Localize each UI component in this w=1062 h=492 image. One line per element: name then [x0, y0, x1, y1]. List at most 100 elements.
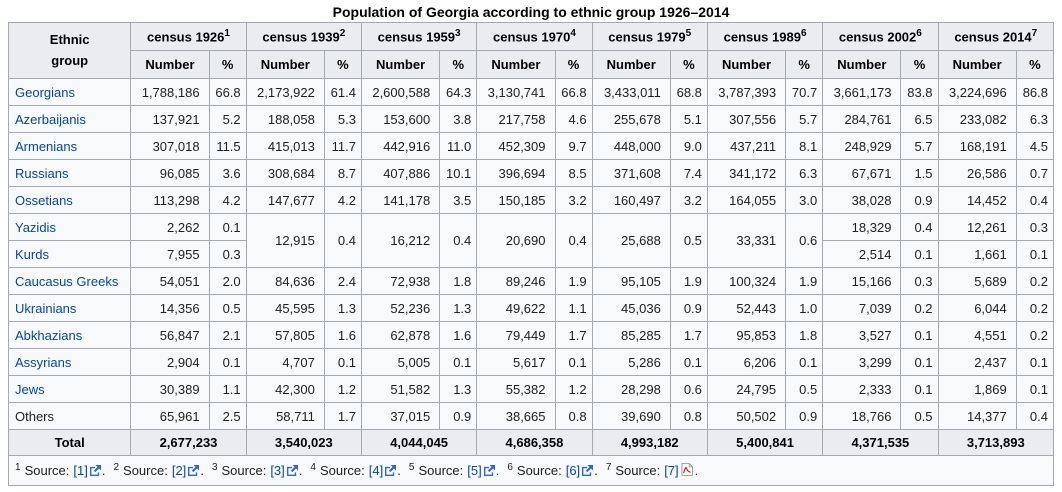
population-percent-cell: 1.3	[439, 294, 478, 322]
ethnic-group-link[interactable]: Yazidis	[15, 219, 56, 235]
ethnic-group-column-header: Ethnic group	[7, 22, 132, 79]
table-row: Yazidis 2,262 0.1 12,915 0.4 16,212 0.4 20,690 0…	[7, 213, 1055, 268]
population-percent-cell: 0.8	[669, 402, 708, 430]
source-link[interactable]: [7]	[664, 463, 679, 479]
source-link[interactable]: [1]	[73, 463, 88, 479]
population-number-cell: 2,600,588	[360, 78, 441, 106]
population-number-cell: 26,586	[937, 159, 1017, 187]
population-percent-cell: 4.2	[208, 186, 247, 214]
population-number-cell: 248,929	[822, 132, 902, 160]
ethnic-group-link[interactable]: Georgians	[15, 84, 75, 100]
population-percent-cell: 70.7	[785, 78, 824, 106]
population-percent-cell: 0.2	[1015, 294, 1055, 322]
population-number-cell: 164,055	[706, 186, 787, 214]
source-label: Source:	[123, 463, 168, 479]
table-row: Assyrians 2,904 0.1 4,707 0.1 5,005 0.1 5,617 0.…	[7, 348, 1055, 376]
population-percent-cell: 1.5	[900, 159, 939, 187]
source-period: .	[495, 463, 500, 479]
population-number-cell: 49,622	[476, 294, 556, 322]
population-percent-cell: 0.1	[900, 348, 939, 376]
number-column-header: Number	[360, 50, 441, 79]
ethnic-group-link[interactable]: Jews	[15, 381, 45, 397]
ethnic-group-link[interactable]: Assyrians	[15, 354, 72, 370]
population-number-cell: 96,085	[130, 159, 210, 187]
population-number-cell: 4,551	[937, 321, 1017, 349]
population-number-cell: 2,904	[130, 348, 210, 376]
source-link[interactable]: [2]	[171, 463, 187, 479]
ethnic-group-label: Others	[15, 408, 55, 424]
population-number-cell: 85,285	[591, 321, 671, 349]
population-percent-cell: 0.3	[1015, 213, 1055, 241]
ethnic-group-link[interactable]: Armenians	[15, 138, 78, 154]
population-number-cell: 396,694	[476, 159, 556, 187]
source-link[interactable]: [3]	[270, 463, 285, 479]
external-link-icon	[582, 464, 594, 479]
population-percent-cell: 0.1	[439, 348, 478, 376]
population-number-cell: 415,013	[245, 132, 325, 160]
source-footnote-marker: 1	[15, 461, 21, 473]
ethnic-group-link[interactable]: Caucasus Greeks	[15, 273, 119, 289]
source-link[interactable]: [6]	[565, 463, 581, 479]
table-body: Georgians 1,788,186 66.8 2,173,922 61.4 2,600…	[7, 78, 1055, 430]
population-percent-cell: 0.1	[323, 348, 362, 376]
population-number-cell: 1,869	[937, 375, 1017, 403]
ethnic-group-cell: Jews	[7, 375, 132, 403]
population-percent-cell: 3.6	[208, 159, 247, 187]
census-label: census 1970	[492, 29, 571, 45]
census-footnote-marker: 7	[1031, 28, 1038, 40]
total-value-cell: 2,677,233	[130, 429, 247, 456]
source-footnote-marker: 4	[310, 461, 316, 473]
population-percent-cell: 0.4	[439, 213, 478, 268]
source-period: .	[101, 463, 106, 479]
population-number-cell: 52,443	[706, 294, 787, 322]
percent-column-header: %	[669, 50, 708, 79]
pdf-icon[interactable]	[681, 463, 694, 479]
ethnic-group-link[interactable]: Ukrainians	[15, 300, 77, 316]
population-percent-cell: 1.7	[669, 321, 708, 349]
source-link[interactable]: [5]	[467, 463, 482, 479]
subcolumn-header-row: Number% Number% Number% Number% Number% Numbe…	[9, 50, 1055, 79]
ethnic-group-cell: Georgians	[7, 78, 132, 106]
population-number-cell: 79,449	[476, 321, 556, 349]
population-percent-cell: 0.1	[554, 348, 593, 376]
total-row: Total 2,677,233 3,540,023 4,044,045 4,686,3…	[7, 429, 1055, 456]
census-footnote-marker: 1	[224, 28, 230, 40]
population-number-cell: 52,236	[360, 294, 441, 322]
population-number-cell: 18,329	[822, 213, 902, 241]
population-number-cell: 1,661	[937, 240, 1017, 268]
population-number-cell: 25,688	[591, 213, 671, 268]
total-value-cell: 3,713,893	[937, 429, 1055, 456]
population-number-cell: 307,018	[130, 132, 210, 160]
ethnic-group-link[interactable]: Ossetians	[15, 192, 73, 208]
external-link-icon	[483, 464, 495, 479]
source-cell: 1 Source: [1]. 2 Source: [2]. 3 Source: [3]. 4 Sou…	[8, 455, 1054, 486]
ethnic-group-link[interactable]: Kurds	[15, 246, 49, 262]
population-number-cell: 95,105	[591, 267, 671, 295]
table-header: Ethnic group census 19261 census 19392 cen…	[7, 22, 1055, 79]
population-number-cell: 5,286	[591, 348, 671, 376]
population-number-cell: 308,684	[245, 159, 325, 187]
census-footnote-marker: 6	[916, 28, 922, 40]
population-number-cell: 7,039	[822, 294, 902, 322]
census-column-header: census 19261	[130, 22, 247, 51]
census-footnote-marker: 6	[800, 28, 807, 40]
population-percent-cell: 6.5	[900, 105, 939, 133]
population-number-cell: 3,299	[822, 348, 902, 376]
ethnic-group-link[interactable]: Azerbaijanis	[15, 111, 86, 127]
source-link[interactable]: [4]	[368, 463, 384, 479]
source-label: Source:	[319, 463, 365, 479]
ethnic-group-link[interactable]: Russians	[15, 165, 69, 181]
census-footnote-marker: 4	[570, 28, 576, 40]
source-footnote-marker: 2	[113, 461, 120, 473]
population-number-cell: 6,206	[706, 348, 787, 376]
population-number-cell: 3,787,393	[706, 78, 787, 106]
ethnic-group-link[interactable]: Abkhazians	[15, 327, 83, 343]
population-percent-cell: 0.7	[1015, 159, 1055, 187]
source-item: 6 Source: [6].	[507, 462, 597, 479]
population-percent-cell: 2.1	[208, 321, 247, 349]
total-value-cell: 5,400,841	[706, 429, 824, 456]
population-number-cell: 113,298	[130, 186, 210, 214]
population-percent-cell: 5.2	[208, 105, 247, 133]
census-footnote-marker: 2	[339, 28, 346, 40]
population-number-cell: 28,298	[591, 375, 671, 403]
